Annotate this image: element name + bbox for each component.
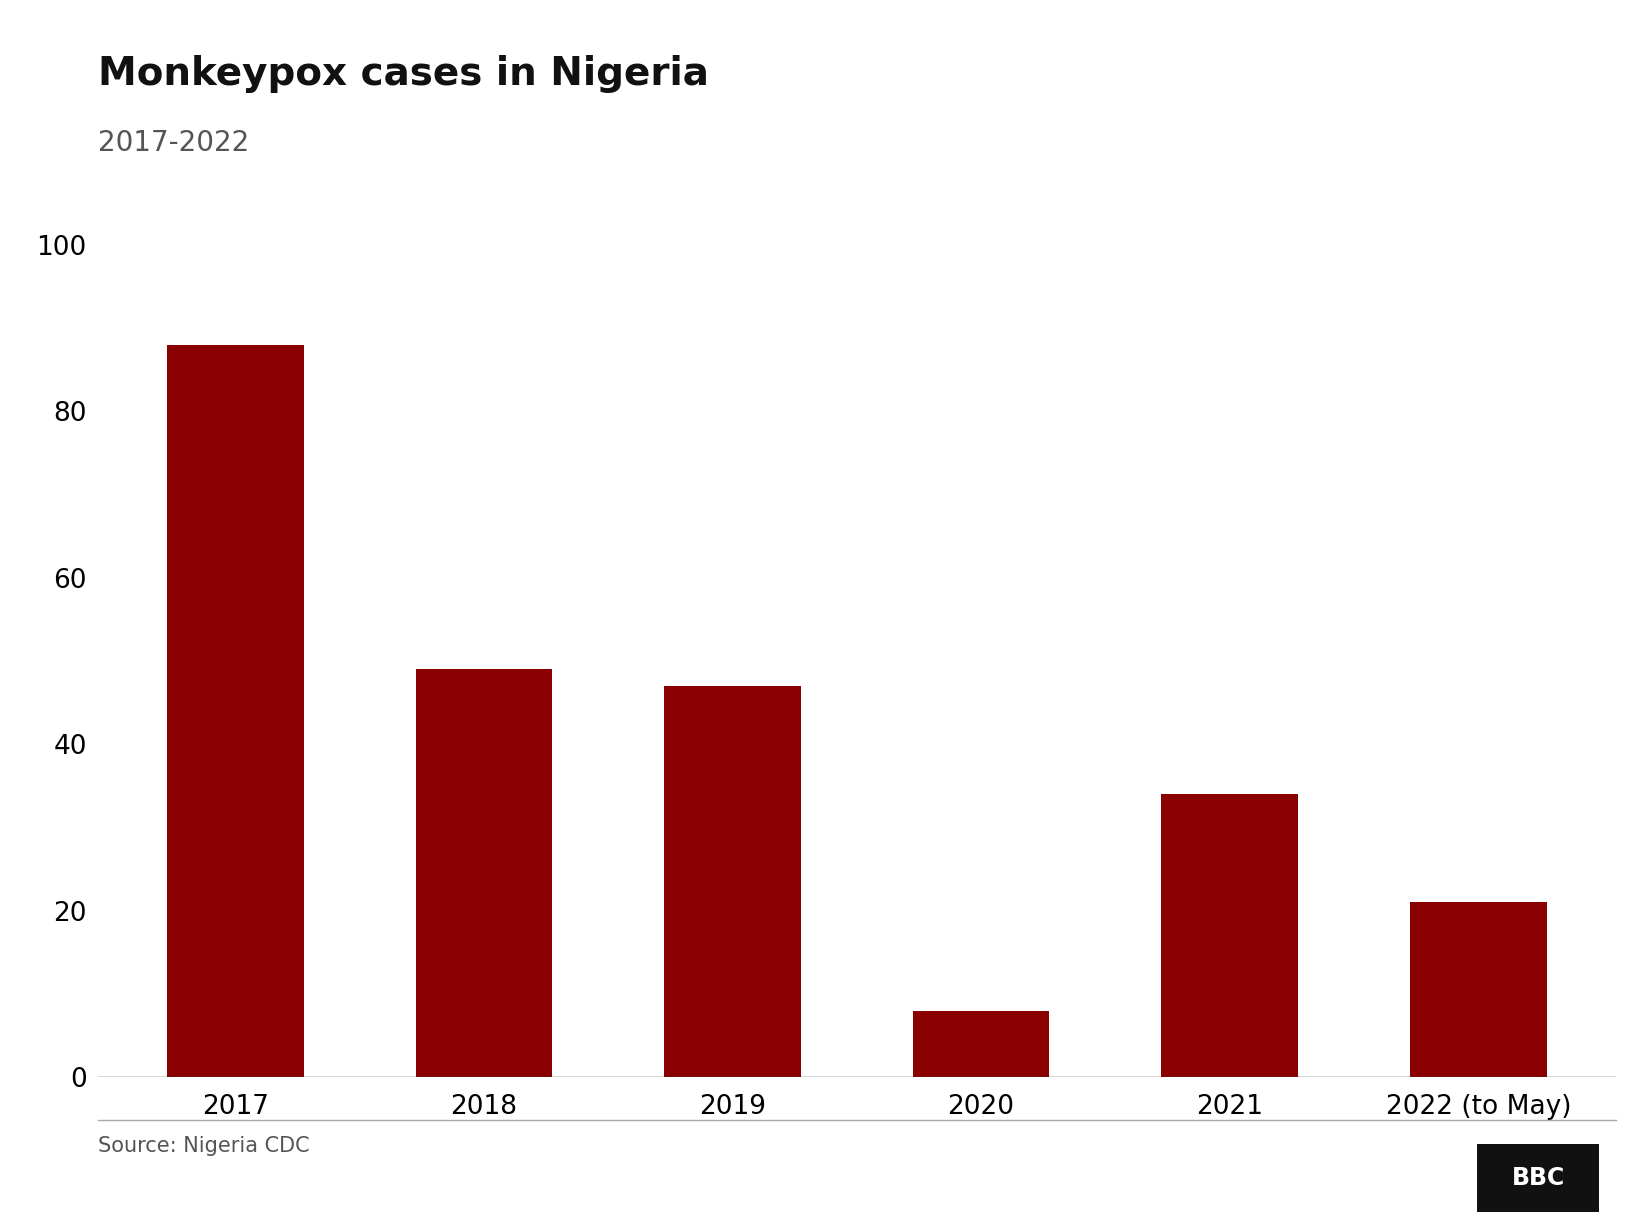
Bar xyxy=(912,1011,1049,1077)
Bar xyxy=(664,685,801,1077)
Text: 2017-2022: 2017-2022 xyxy=(98,129,250,157)
Bar xyxy=(1162,794,1297,1077)
Bar xyxy=(416,670,552,1077)
Text: Source: Nigeria CDC: Source: Nigeria CDC xyxy=(98,1136,310,1155)
Bar xyxy=(1410,902,1547,1077)
Bar xyxy=(166,345,304,1077)
Text: Monkeypox cases in Nigeria: Monkeypox cases in Nigeria xyxy=(98,55,708,93)
Text: BBC: BBC xyxy=(1511,1166,1565,1190)
